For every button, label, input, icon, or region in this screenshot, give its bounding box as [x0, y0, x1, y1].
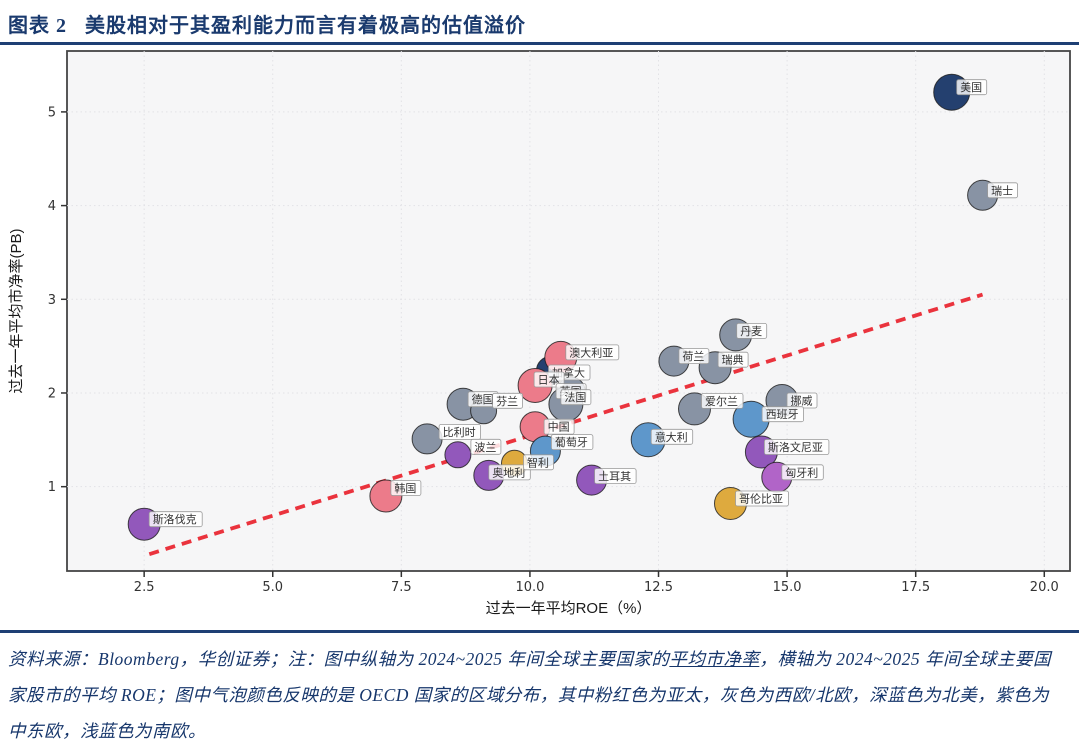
country-label: 瑞士 — [987, 182, 1018, 199]
source-note-underlined: 平均市净率 — [669, 649, 760, 669]
country-label: 比利时 — [438, 423, 482, 440]
svg-text:智利: 智利 — [527, 455, 549, 469]
svg-text:瑞士: 瑞士 — [991, 183, 1013, 197]
country-label: 匈牙利 — [781, 464, 824, 481]
svg-text:中国: 中国 — [548, 421, 570, 434]
figure-header: 图表 2 美股相对于其盈利能力而言有着极高的估值溢价 — [0, 0, 1079, 42]
figure-title: 美股相对于其盈利能力而言有着极高的估值溢价 — [85, 15, 526, 37]
svg-text:斯洛伐克: 斯洛伐克 — [153, 512, 197, 526]
x-tick-label: 5.0 — [262, 580, 283, 595]
svg-text:比利时: 比利时 — [443, 426, 476, 439]
svg-text:西班牙: 西班牙 — [766, 408, 799, 421]
country-label: 土耳其 — [594, 468, 637, 485]
header-divider — [0, 42, 1079, 45]
country-label: 哥伦比亚 — [735, 490, 789, 507]
svg-text:奥地利: 奥地利 — [492, 465, 525, 479]
x-tick-label: 7.5 — [391, 580, 412, 595]
svg-text:哥伦比亚: 哥伦比亚 — [739, 492, 783, 506]
source-note: 资料来源：Bloomberg，华创证券；注：图中纵轴为 2024~2025 年间… — [0, 630, 1079, 749]
svg-text:日本: 日本 — [538, 373, 560, 387]
country-label: 波兰 — [470, 438, 502, 455]
y-tick-label: 5 — [48, 105, 56, 120]
svg-text:瑞典: 瑞典 — [722, 353, 744, 367]
country-label: 斯洛文尼亚 — [764, 439, 830, 455]
country-label: 奥地利 — [488, 464, 531, 481]
trend-line — [148, 292, 984, 556]
country-label: 美国 — [956, 79, 988, 96]
svg-text:荷兰: 荷兰 — [682, 350, 704, 363]
country-label: 葡萄牙 — [551, 434, 594, 451]
country-bubble — [444, 441, 472, 469]
svg-text:德国: 德国 — [472, 392, 494, 406]
country-label: 中国 — [543, 418, 575, 435]
x-tick-label: 17.5 — [901, 580, 930, 595]
y-tick-label: 2 — [48, 386, 56, 401]
country-label: 芬兰 — [492, 392, 524, 409]
x-tick-label: 10.0 — [515, 580, 544, 595]
country-label: 挪威 — [786, 392, 818, 409]
svg-text:爱尔兰: 爱尔兰 — [705, 395, 738, 408]
country-label: 意大利 — [650, 428, 694, 445]
y-axis-title: 过去一年平均市净率(PB) — [8, 228, 25, 393]
svg-text:波兰: 波兰 — [474, 441, 496, 454]
country-label: 斯洛伐克 — [148, 511, 203, 528]
country-label: 荷兰 — [678, 348, 710, 365]
svg-text:澳大利亚: 澳大利亚 — [569, 345, 613, 359]
country-label: 日本 — [533, 371, 565, 388]
country-label: 韩国 — [390, 480, 422, 496]
country-label: 西班牙 — [761, 406, 804, 423]
x-tick-label: 15.0 — [773, 580, 802, 595]
svg-text:斯洛文尼亚: 斯洛文尼亚 — [768, 440, 823, 454]
source-note-text: ，横轴为 2024~2025 年间全球主要国家股市的平均 ROE；图中气泡颜色反… — [8, 649, 1052, 741]
figure-number: 图表 2 — [8, 15, 67, 37]
country-bubble — [411, 423, 443, 455]
svg-text:芬兰: 芬兰 — [496, 395, 518, 408]
x-tick-label: 12.5 — [644, 580, 673, 595]
svg-text:土耳其: 土耳其 — [598, 470, 631, 483]
svg-text:丹麦: 丹麦 — [740, 325, 762, 338]
country-label: 爱尔兰 — [701, 392, 744, 409]
country-label: 德国 — [467, 391, 499, 408]
svg-text:匈牙利: 匈牙利 — [785, 465, 818, 479]
source-note-text: 资料来源：Bloomberg，华创证券；注：图中纵轴为 2024~2025 年间… — [8, 649, 670, 669]
svg-text:意大利: 意大利 — [655, 430, 688, 444]
svg-text:葡萄牙: 葡萄牙 — [555, 436, 588, 449]
y-tick-label: 3 — [48, 293, 56, 308]
country-label: 瑞典 — [717, 351, 749, 368]
svg-text:挪威: 挪威 — [791, 394, 813, 408]
x-tick-label: 2.5 — [134, 580, 155, 595]
x-axis-title: 过去一年平均ROE（%） — [486, 600, 652, 617]
x-tick-label: 20.0 — [1030, 580, 1059, 595]
y-tick-label: 4 — [48, 199, 56, 214]
y-tick-label: 1 — [48, 480, 56, 495]
svg-text:法国: 法国 — [564, 390, 586, 404]
bubble-chart: 2.5 5.0 7.5 10.0 12.5 15.0 17.5 20.0 1 2 3 4 5 过去一年平均… — [8, 50, 1071, 617]
country-label: 智利 — [523, 454, 554, 471]
country-label: 法国 — [560, 389, 592, 406]
plot-area — [66, 50, 1071, 572]
svg-text:美国: 美国 — [960, 81, 982, 94]
svg-text:韩国: 韩国 — [394, 481, 416, 495]
country-label: 澳大利亚 — [565, 344, 620, 361]
country-label: 丹麦 — [736, 322, 768, 339]
